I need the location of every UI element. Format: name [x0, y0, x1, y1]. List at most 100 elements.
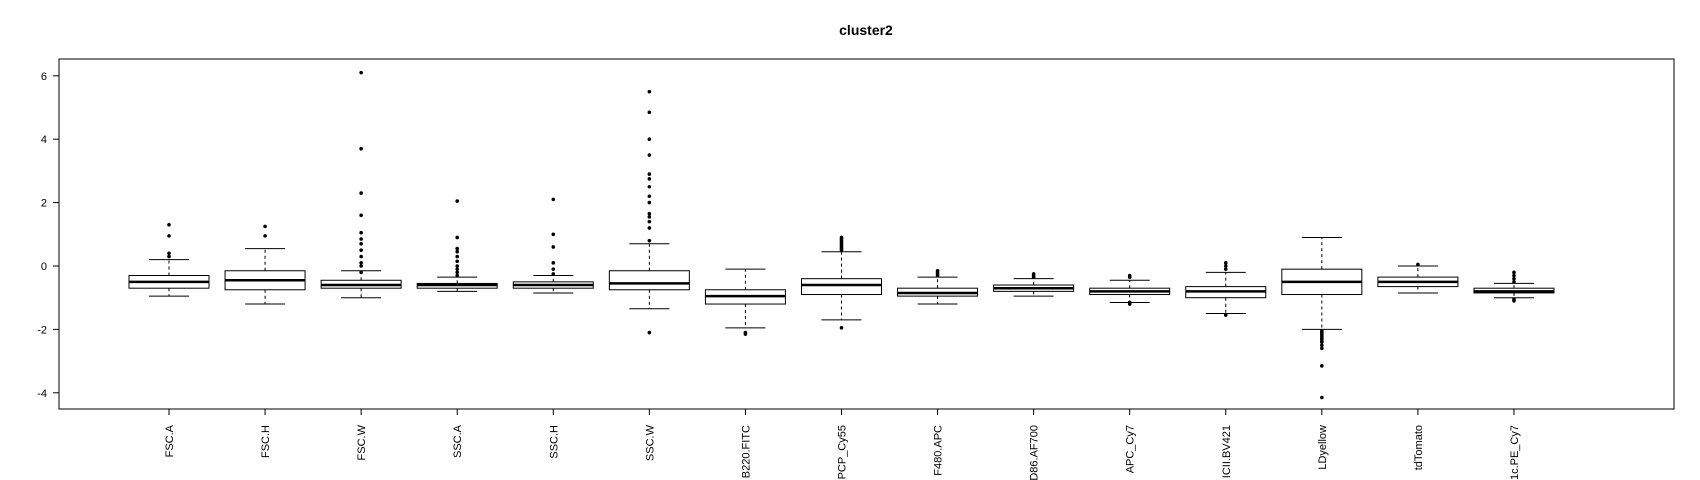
outlier-point [551, 261, 556, 265]
outlier-point [167, 234, 171, 238]
x-tick-label: ICII.BV421 [1221, 425, 1233, 478]
outlier-point [1320, 364, 1324, 368]
outlier-point [1127, 300, 1132, 305]
outlier-point [1512, 276, 1516, 281]
x-tick-label: 1c.PE_Cy7 [1509, 425, 1521, 480]
outlier-point [1512, 280, 1516, 284]
outlier-point [359, 146, 363, 151]
outlier-point [647, 184, 652, 189]
outlier-point [359, 237, 363, 241]
outlier-point [359, 191, 363, 195]
x-tick-label: SSC.A [452, 424, 464, 458]
x-tick-label: SSC.W [644, 424, 656, 461]
x-tick-label: APC_Cy7 [1125, 425, 1137, 473]
x-tick-label: SSC.H [548, 425, 560, 459]
outlier-point [647, 215, 652, 219]
outlier-point [1320, 343, 1324, 348]
outlier-point [839, 326, 844, 330]
outlier-point [839, 235, 844, 240]
x-tick-label: F480.APC [933, 425, 945, 476]
y-tick-label: 4 [41, 134, 47, 146]
outlier-point [359, 264, 363, 268]
outlier-point [647, 194, 652, 199]
box-8 [897, 268, 979, 305]
box-4 [512, 197, 594, 294]
outlier-point [647, 330, 652, 335]
outlier-point [359, 230, 363, 235]
outlier-point [551, 232, 556, 237]
box-body [800, 278, 882, 296]
boxes-layer [128, 70, 1555, 400]
outlier-point [935, 268, 940, 273]
outlier-point [551, 267, 556, 271]
outlier-point [1512, 273, 1516, 278]
x-tick-label: tdTomato [1413, 425, 1425, 470]
outlier-point [1031, 272, 1036, 276]
outlier-point [647, 137, 652, 141]
outlier-point [263, 224, 267, 229]
outlier-point [455, 246, 460, 251]
outlier-point [359, 70, 363, 75]
outlier-point [1223, 264, 1228, 268]
outlier-point [647, 89, 652, 94]
outlier-point [647, 219, 652, 224]
outlier-point [647, 153, 652, 157]
box-11 [1185, 261, 1267, 317]
outlier-point [359, 213, 363, 218]
outlier-point [1512, 297, 1516, 302]
box-12 [1281, 236, 1363, 400]
outlier-point [647, 200, 652, 205]
box-13 [1377, 262, 1459, 294]
outlier-point [359, 248, 363, 252]
y-tick-label: 2 [41, 198, 47, 210]
box-5 [608, 89, 690, 335]
outlier-point [551, 197, 556, 202]
outlier-point [263, 234, 267, 238]
outlier-point [167, 254, 171, 259]
box-10 [1089, 273, 1171, 306]
outlier-point [167, 251, 171, 256]
x-tick-label: B220.FITC [740, 425, 752, 478]
outlier-point [1223, 261, 1228, 265]
outlier-point [647, 211, 652, 216]
box-9 [993, 272, 1075, 297]
outlier-point [455, 235, 460, 240]
outlier-point [359, 242, 363, 246]
outlier-point [1320, 346, 1324, 351]
outlier-point [455, 254, 460, 259]
outlier-point [647, 172, 652, 176]
x-tick-label: FSC.A [164, 424, 176, 457]
outlier-point [455, 273, 460, 278]
x-tick-label: PCP_Cy55 [836, 425, 848, 479]
outlier-point [647, 177, 652, 181]
outlier-point [1223, 267, 1228, 271]
y-axis: -4 -2 0 2 4 6 [37, 71, 59, 400]
box-1 [224, 224, 306, 305]
x-tick-label: FSC.H [260, 425, 272, 458]
outlier-point [551, 272, 556, 276]
x-tick-label: FSC.W [356, 424, 368, 460]
box-6 [704, 268, 786, 336]
box-0 [128, 222, 210, 297]
box-7 [800, 235, 882, 330]
outlier-point [647, 110, 652, 115]
outlier-point [359, 270, 363, 275]
x-tick-label: LDyellow [1317, 425, 1329, 470]
outlier-point [167, 222, 171, 227]
x-tick-label: D86.AF700 [1029, 425, 1041, 480]
box-body [608, 270, 690, 291]
outlier-point [1512, 270, 1516, 275]
outlier-point [1416, 262, 1420, 267]
outlier-point [455, 264, 460, 268]
outlier-point [1320, 340, 1324, 344]
y-tick-label: -2 [37, 324, 47, 336]
box-2 [320, 70, 402, 299]
y-tick-label: 6 [41, 71, 47, 83]
outlier-point [359, 254, 363, 259]
outlier-point [1127, 273, 1132, 278]
plot-frame [58, 58, 1675, 410]
box-3 [416, 199, 498, 292]
outlier-point [455, 270, 460, 275]
y-tick-label: 0 [41, 261, 47, 273]
